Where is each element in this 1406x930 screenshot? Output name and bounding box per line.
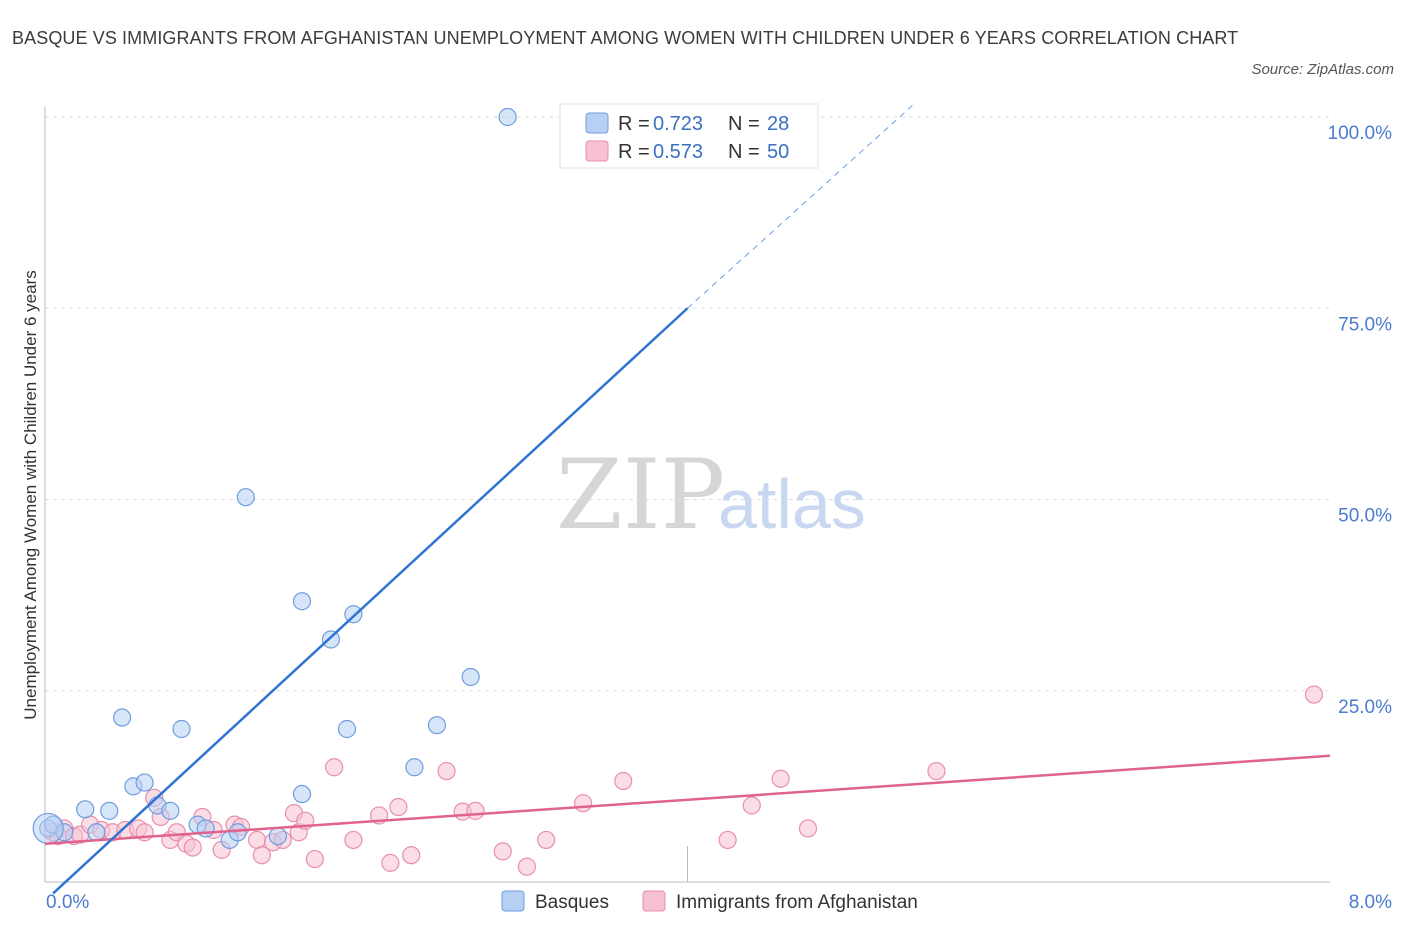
tick-labels: 25.0% 50.0% 75.0% 100.0% 0.0% 8.0% <box>46 123 1392 913</box>
basque-point <box>87 823 106 842</box>
afghan-point <box>798 819 818 838</box>
basque-point <box>236 488 255 507</box>
afghan-point <box>573 794 593 813</box>
chart-title: BASQUE VS IMMIGRANTS FROM AFGHANISTAN UN… <box>12 28 1239 48</box>
x-tick-label-1: 8.0% <box>1349 892 1392 913</box>
y-tick-label-1: 50.0% <box>1338 506 1392 527</box>
basque-point <box>461 667 480 687</box>
legend-afghan-r-label: R = <box>618 141 650 163</box>
legend-basque-n-value: 28 <box>767 113 789 135</box>
axes <box>44 107 1330 883</box>
basque-point-cluster <box>32 812 64 845</box>
afghan-point <box>771 769 790 788</box>
basque-point <box>100 801 119 820</box>
basque-point <box>321 630 341 649</box>
basque-point <box>228 823 247 842</box>
basque-point <box>427 716 447 735</box>
afghan-point <box>927 761 946 781</box>
y-axis-label: Unemployment Among Women with Children U… <box>21 270 40 719</box>
trend-lines <box>44 105 1331 895</box>
bottom-legend-swatch-afghan <box>642 890 666 912</box>
afghan-point <box>493 842 512 861</box>
afghan-point <box>437 761 456 781</box>
afghan-point <box>252 846 271 865</box>
afghan-point <box>718 830 737 850</box>
watermark-zip: ZIP <box>556 439 725 551</box>
afghan-point <box>614 771 633 791</box>
afghan-point <box>389 797 408 817</box>
afghan-point <box>517 857 536 876</box>
basque-point <box>292 784 312 804</box>
bottom-legend-swatch-basque <box>501 890 525 912</box>
basque-point <box>161 801 180 820</box>
basque-point <box>172 719 191 739</box>
legend-afghan-r-value: 0.573 <box>653 141 703 163</box>
afghan-point <box>1304 685 1324 704</box>
afghan-point <box>402 846 421 865</box>
basque-point <box>135 773 154 792</box>
legend: R = 0.723 N = 28 R = 0.573 N = 50 <box>559 103 819 169</box>
basque-point <box>292 592 312 611</box>
legend-basque-n-label: N = <box>728 113 760 135</box>
afghan-point <box>537 830 556 850</box>
y-tick-label-3: 100.0% <box>1328 123 1393 144</box>
x-tick-label-0: 0.0% <box>46 892 89 913</box>
legend-afghan-n-value: 50 <box>767 141 789 163</box>
afghan-point <box>325 758 344 777</box>
afghan-point <box>247 830 267 850</box>
afghan-point <box>305 849 324 869</box>
legend-basque-r-value: 0.723 <box>653 113 703 135</box>
basque-point <box>76 800 95 819</box>
y-tick-label-0: 25.0% <box>1338 697 1392 718</box>
basque-point <box>344 605 363 624</box>
basque-trend-line <box>52 307 689 895</box>
watermark-atlas: atlas <box>718 465 866 543</box>
afghan-series <box>43 685 1324 876</box>
bottom-legend: Basques Immigrants from Afghanistan <box>501 890 918 913</box>
afghan-point <box>183 838 202 857</box>
basque-point <box>337 719 357 739</box>
basque-point <box>405 758 424 777</box>
afghan-point <box>742 796 761 815</box>
afghan-trend-line <box>44 754 1331 845</box>
bottom-legend-basque: Basques <box>535 892 609 913</box>
basque-point <box>268 826 288 846</box>
legend-basque-r-label: R = <box>618 113 650 135</box>
legend-swatch-basque <box>585 112 609 134</box>
afghan-point <box>344 830 363 850</box>
basque-point <box>112 708 132 727</box>
basque-point <box>498 107 517 127</box>
basque-series <box>32 107 641 850</box>
legend-afghan-n-label: N = <box>728 141 760 163</box>
chart-source: Source: ZipAtlas.com <box>1251 61 1394 78</box>
afghan-point <box>381 853 400 872</box>
afghan-point <box>466 801 485 820</box>
grid-lines <box>45 116 1330 692</box>
y-tick-label-2: 75.0% <box>1338 314 1392 335</box>
bottom-legend-afghan: Immigrants from Afghanistan <box>676 892 918 913</box>
legend-swatch-afghan <box>585 140 609 162</box>
